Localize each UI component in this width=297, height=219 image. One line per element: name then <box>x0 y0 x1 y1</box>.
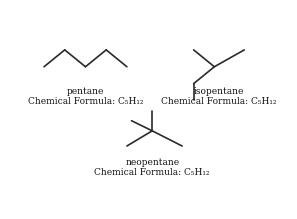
Text: Chemical Formula: C₅H₁₂: Chemical Formula: C₅H₁₂ <box>161 97 277 106</box>
Text: isopentane: isopentane <box>194 87 244 96</box>
Text: neopentane: neopentane <box>125 157 179 166</box>
Text: Chemical Formula: C₅H₁₂: Chemical Formula: C₅H₁₂ <box>94 168 210 177</box>
Text: Chemical Formula: C₅H₁₂: Chemical Formula: C₅H₁₂ <box>28 97 143 106</box>
Text: pentane: pentane <box>67 87 104 96</box>
